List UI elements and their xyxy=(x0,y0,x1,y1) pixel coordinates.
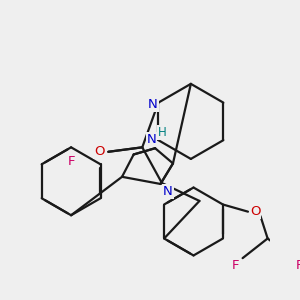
Text: N: N xyxy=(147,133,156,146)
Text: H: H xyxy=(158,126,167,139)
Text: O: O xyxy=(250,205,260,218)
Text: O: O xyxy=(94,145,105,158)
Text: F: F xyxy=(232,259,239,272)
Text: F: F xyxy=(296,259,300,272)
Text: F: F xyxy=(67,155,75,168)
Text: N: N xyxy=(148,98,158,111)
Text: N: N xyxy=(163,184,172,198)
